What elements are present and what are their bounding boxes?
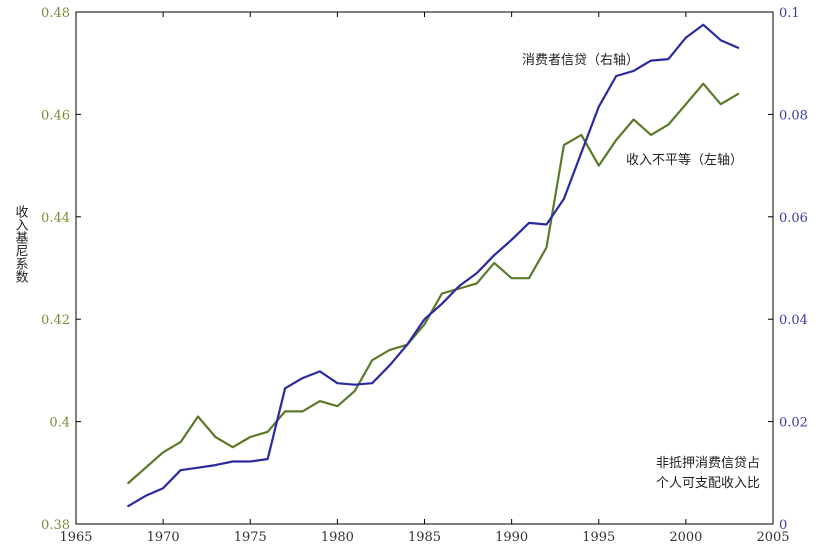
annotation-inequality-label: 收入不平等（左轴）	[626, 152, 743, 168]
series-line-consumer-credit	[127, 23, 740, 508]
plot-frame	[75, 11, 774, 525]
y-right-tick-label: 0	[779, 518, 787, 533]
y-left-tick-label: 0.48	[41, 6, 70, 21]
y-right-tick-label: 0.06	[779, 211, 808, 226]
y-left-tick-label: 0.44	[41, 211, 70, 226]
x-tick-label: 1975	[234, 530, 267, 545]
x-tick-label: 1995	[582, 530, 615, 545]
y-left-tick-label: 0.42	[41, 313, 70, 328]
annotation-ratio-line2: 个人可支配收入比	[656, 476, 760, 491]
x-tick-label: 1990	[495, 530, 528, 545]
y-right-tick-label: 0.02	[779, 416, 808, 431]
y-axis-label-left: 收入基尼系数	[13, 205, 29, 283]
y-left-tick-label: 0.46	[41, 108, 70, 123]
y-right-tick-label: 0.1	[779, 6, 800, 21]
annotation-ratio-line1: 非抵押消费信贷占	[656, 456, 760, 471]
x-tick-label: 1965	[59, 530, 92, 545]
x-tick-label: 2005	[756, 530, 789, 545]
y-right-tick-label: 0.04	[779, 313, 808, 328]
y-left-tick-label: 0.4	[49, 416, 70, 431]
x-tick-label: 1980	[321, 530, 354, 545]
x-tick-label: 1970	[147, 530, 180, 545]
x-tick-label: 2000	[669, 530, 702, 545]
series-line-income-inequality	[127, 82, 740, 485]
y-left-tick-label: 0.38	[41, 518, 70, 533]
x-tick-label: 1985	[408, 530, 441, 545]
axes-layer: 1965 1970 1975 1980 1985 1990 1995 2000 2005 0.38…	[41, 6, 808, 545]
annotation-credit-label: 消费者信贷（右轴）	[522, 53, 639, 68]
y-right-tick-label: 0.08	[779, 108, 808, 123]
series-layer	[127, 23, 740, 508]
